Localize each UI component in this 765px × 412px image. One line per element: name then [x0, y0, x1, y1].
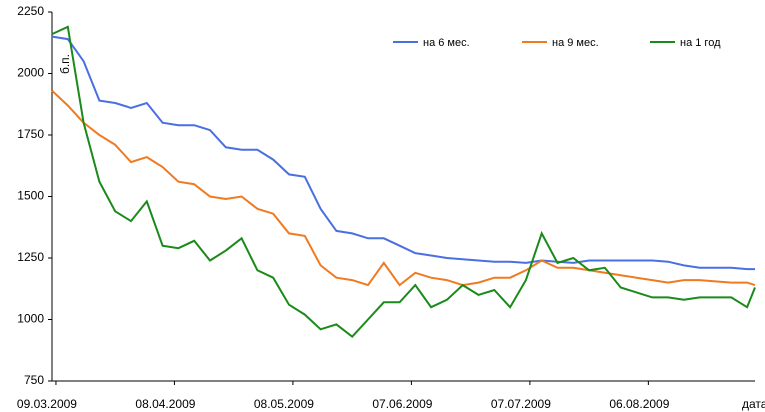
legend-text: на 6 мес.	[423, 37, 470, 49]
x-tick-label: 08.05.2009	[254, 397, 314, 411]
y-tick-label: 1000	[17, 312, 44, 326]
x-tick-label: 06.08.2009	[609, 397, 669, 411]
x-tick-label: 09.03.2009	[17, 397, 77, 411]
legend-text: на 1 год	[680, 37, 721, 49]
line-series	[51, 35, 755, 271]
y-tick-label: 1250	[17, 250, 44, 264]
x-tick-label: 07.07.2009	[491, 397, 551, 411]
y-tick-label: 750	[24, 373, 44, 387]
y-tick-label: 1500	[17, 189, 44, 203]
line-series	[51, 89, 756, 287]
legend-text: на 9 мес.	[552, 37, 599, 49]
x-axis-label: дата	[742, 397, 765, 411]
y-tick-label: 2000	[17, 66, 44, 80]
y-tick-label: 1750	[17, 127, 44, 141]
x-tick-label: 07.06.2009	[372, 397, 432, 411]
y-axis-label: б.п.	[58, 54, 72, 74]
y-tick-label: 2250	[17, 4, 44, 18]
x-tick-label: 08.04.2009	[135, 397, 195, 411]
line-series	[51, 25, 756, 339]
